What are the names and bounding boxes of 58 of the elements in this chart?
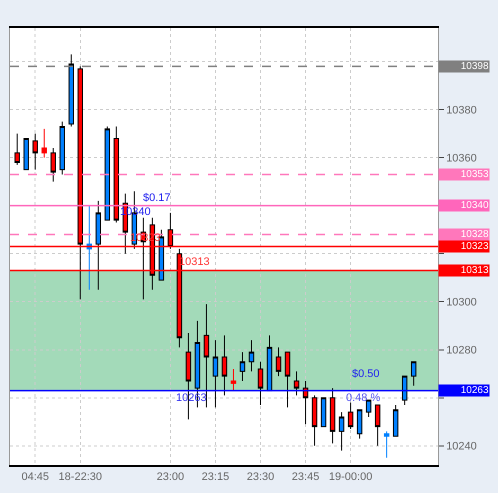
ref-line-label: 10328 <box>460 229 489 240</box>
candlestick <box>392 404 398 437</box>
candlestick <box>158 229 164 281</box>
candlestick <box>384 430 390 458</box>
candlestick <box>276 346 282 377</box>
candlestick <box>32 133 38 170</box>
candlestick <box>114 126 120 223</box>
candlestick <box>366 400 372 418</box>
candlestick <box>86 205 92 290</box>
candlestick <box>320 397 326 428</box>
candlestick <box>266 334 272 392</box>
candlestick <box>330 388 336 444</box>
candlestick <box>42 128 47 158</box>
x-tick-label: 23:15 <box>202 471 230 484</box>
candlestick <box>240 352 246 382</box>
candlestick <box>248 340 254 372</box>
x-tick-label: 19-00:00 <box>328 471 372 484</box>
x-tick-label: 18-22:30 <box>58 471 102 484</box>
ref-line-label: 10398 <box>460 61 489 72</box>
candlestick <box>258 361 264 406</box>
ref-line-label: 10263 <box>460 385 489 396</box>
x-tick-label: 23:45 <box>292 471 320 484</box>
candlestick <box>356 409 362 440</box>
candlestick <box>24 138 29 170</box>
candlestick <box>50 148 56 182</box>
annotation: $0.50 <box>352 368 380 380</box>
x-tick-label: 04:45 <box>21 471 49 484</box>
ref-line-label: 10340 <box>460 200 489 211</box>
y-tick-label: 10360 <box>446 152 477 165</box>
x-tick-label: 23:00 <box>156 471 184 484</box>
candlestick <box>60 121 65 175</box>
candlestick <box>312 394 318 446</box>
candlestick <box>410 361 416 386</box>
candlestick <box>212 340 218 408</box>
candlestick <box>374 404 380 446</box>
candlestick <box>230 368 236 392</box>
candlestick <box>14 133 20 166</box>
candlestick <box>284 352 290 408</box>
candlestick <box>302 380 308 425</box>
candlestick <box>96 200 102 290</box>
annotation: 10323 <box>130 232 161 244</box>
annotation: $0.17 <box>143 192 171 204</box>
x-tick-label: 23:30 <box>246 471 274 484</box>
y-tick-label: 10280 <box>446 344 477 357</box>
y-tick-label: 10380 <box>446 104 477 116</box>
candlestick <box>348 402 354 430</box>
y-tick-label: 10240 <box>446 440 477 453</box>
ref-line-label: 10323 <box>460 241 489 252</box>
candlestick <box>294 370 300 396</box>
candlestick <box>68 54 74 127</box>
ref-line-label: 10313 <box>460 265 489 276</box>
annotation: 0.48 % <box>346 392 380 404</box>
y-tick-label: 10300 <box>446 296 477 309</box>
candlestick <box>222 334 228 396</box>
candlestick <box>104 126 110 221</box>
candlestick <box>338 412 344 452</box>
ref-line-label: 10353 <box>460 169 489 180</box>
candlestick <box>402 376 408 406</box>
